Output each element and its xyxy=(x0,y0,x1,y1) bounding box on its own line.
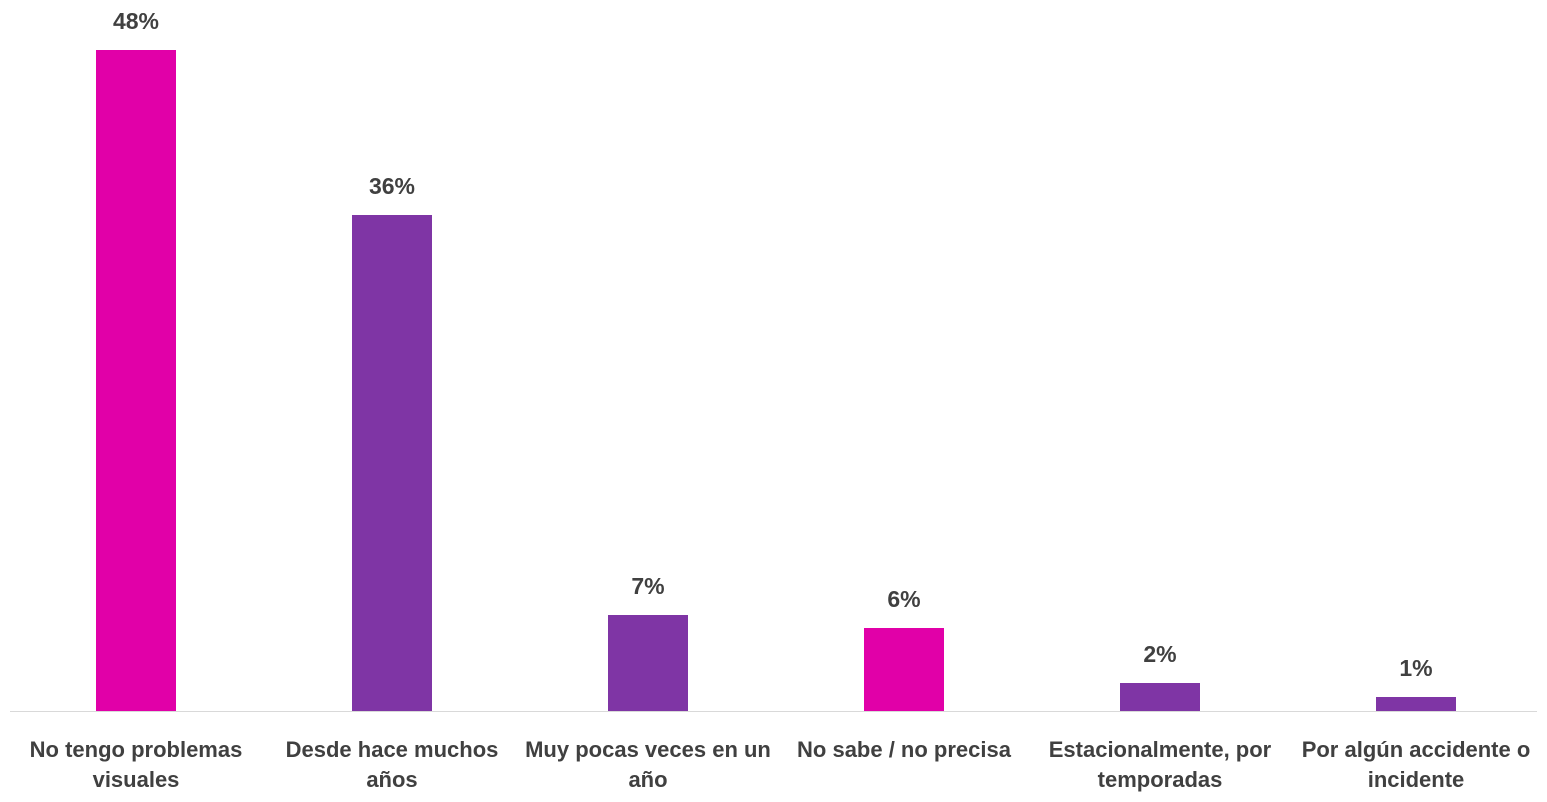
x-tick-label: No sabe / no precisa xyxy=(797,737,1011,762)
x-tick-label: No tengo problemas visuales xyxy=(29,737,243,792)
value-label: 48% xyxy=(112,8,160,34)
x-tick-label: Estacionalmente, por temporadas xyxy=(1048,737,1272,792)
bar xyxy=(608,614,688,711)
bar xyxy=(1376,697,1456,711)
bar xyxy=(96,50,176,711)
baseline xyxy=(10,711,1537,712)
bar xyxy=(352,215,432,711)
value-label: 6% xyxy=(887,586,921,613)
bar xyxy=(1120,683,1200,711)
x-tick-label: Desde hace muchos años xyxy=(285,737,499,792)
value-label: 1% xyxy=(1399,655,1433,682)
x-tick-label: Muy pocas veces en un año xyxy=(525,737,771,792)
x-tick-label: Por algún accidente o incidente xyxy=(1301,737,1531,792)
value-label: 36% xyxy=(368,173,416,200)
value-label: 7% xyxy=(631,572,665,599)
bar xyxy=(864,628,944,711)
value-label: 2% xyxy=(1143,641,1177,668)
